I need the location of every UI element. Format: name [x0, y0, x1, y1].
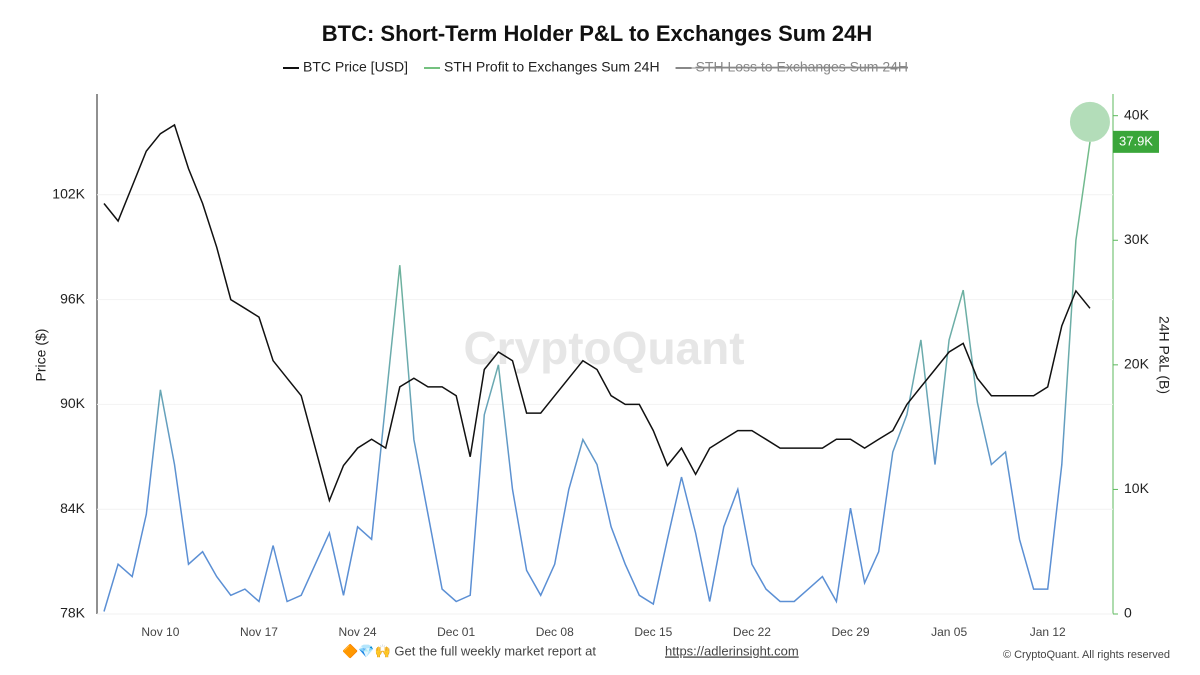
value-label: 37.9K	[1119, 133, 1153, 148]
y2-tick-label: 40K	[1124, 106, 1150, 122]
y-tick-label: 96K	[60, 290, 86, 306]
highlight	[1069, 101, 1110, 142]
value-label-bg	[1113, 130, 1159, 153]
x-tick-label: Nov 17	[240, 625, 278, 639]
x-tick-label: Dec 08	[536, 625, 574, 639]
y2-tick-label: 20K	[1124, 356, 1150, 372]
y2-tick-label: 10K	[1124, 480, 1150, 496]
y2-axis-label: 24H P&L (B)	[1156, 316, 1172, 394]
y-tick-label: 84K	[60, 500, 86, 516]
chart-title: BTC: Short-Term Holder P&L to Exchanges …	[322, 21, 873, 46]
footer-link[interactable]: https://adlerinsight.com	[665, 643, 799, 658]
watermark: CryptoQuant	[463, 322, 744, 374]
x-tick-label: Nov 24	[339, 625, 377, 639]
x-tick-label: Dec 15	[634, 625, 672, 639]
x-tick-label: Jan 05	[931, 625, 967, 639]
legend-label[interactable]: BTC Price [USD]	[303, 59, 408, 75]
y-tick-label: 90K	[60, 395, 86, 411]
y2-tick-label: 30K	[1124, 231, 1150, 247]
legend-label[interactable]: STH Loss to Exchanges Sum 24H	[696, 59, 908, 75]
y-axis-label: Price ($)	[33, 329, 49, 382]
y-tick-label: 102K	[52, 186, 85, 202]
x-tick-label: Dec 22	[733, 625, 771, 639]
x-tick-label: Jan 12	[1030, 625, 1066, 639]
legend-label[interactable]: STH Profit to Exchanges Sum 24H	[444, 59, 660, 75]
x-tick-label: Nov 10	[141, 625, 179, 639]
legend: BTC Price [USD] STH Profit to Exchanges S…	[283, 59, 908, 75]
y-tick-label: 78K	[60, 605, 86, 621]
series-line	[103, 141, 1091, 612]
x-tick-label: Dec 01	[437, 625, 475, 639]
x-tick-label: Dec 29	[832, 625, 870, 639]
copyright: © CryptoQuant. All rights reserved	[1003, 649, 1170, 661]
y2-tick-label: 0	[1124, 605, 1132, 621]
series-line	[103, 123, 1091, 503]
footer-text: 🔶💎🙌 Get the full weekly market report at	[342, 643, 596, 658]
